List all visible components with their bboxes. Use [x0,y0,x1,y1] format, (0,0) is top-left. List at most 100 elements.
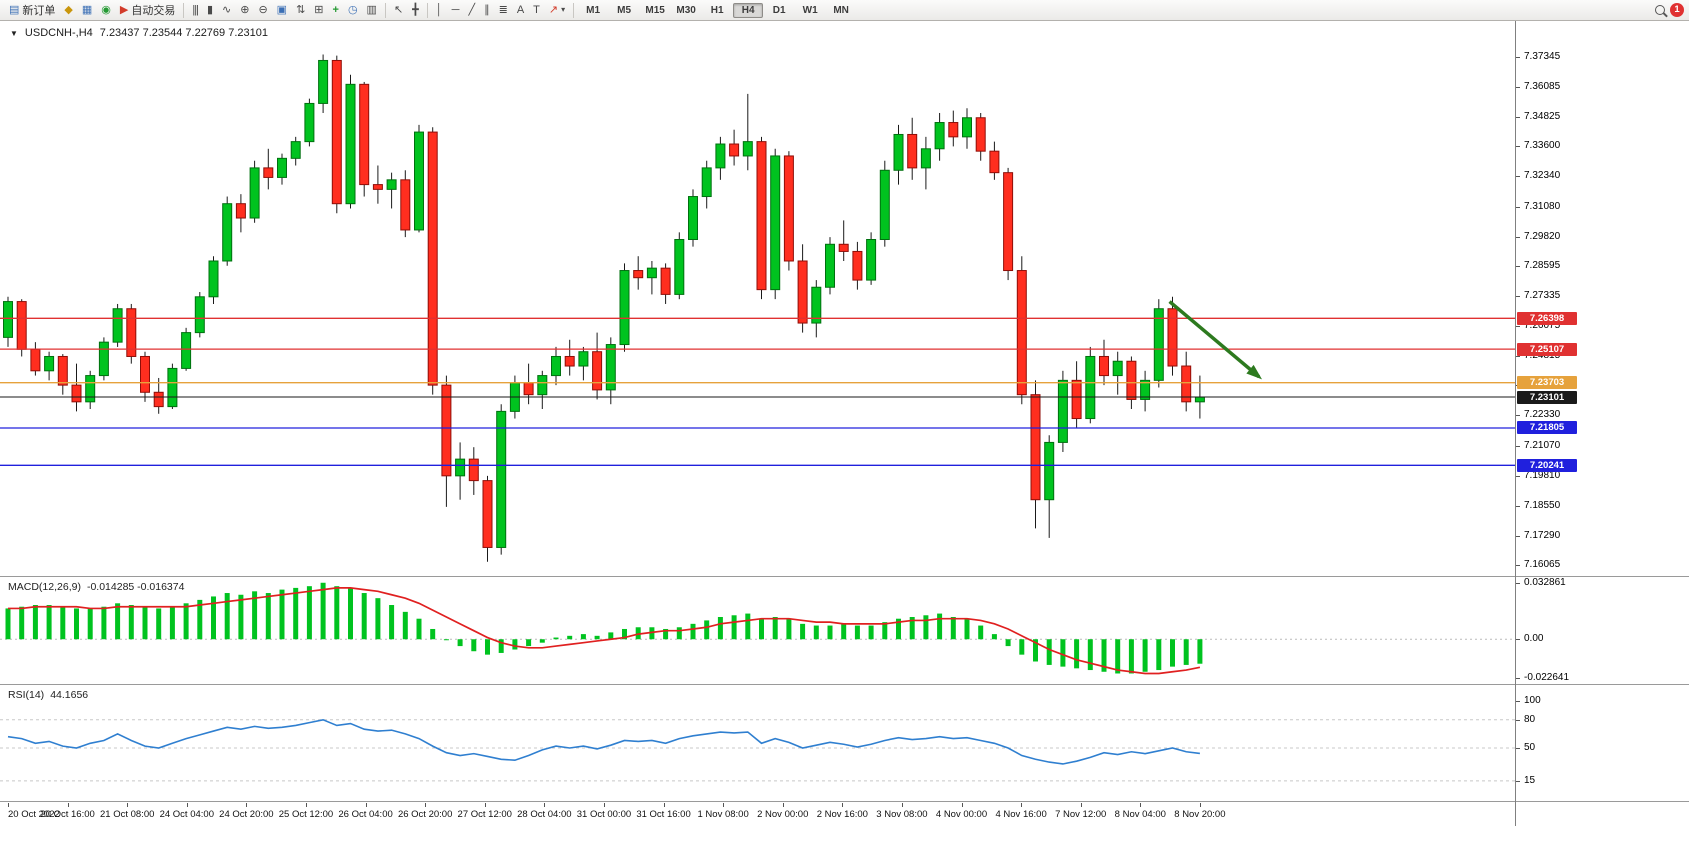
candle-up [1044,441,1055,501]
rsi-axis-label: 100 [1524,695,1541,706]
candle-up [112,308,123,343]
candle-down [975,117,986,152]
data-window-button[interactable]: ▥ [363,1,381,19]
macd-histogram-bar [745,613,751,640]
crosshair-button[interactable]: ╋ [408,1,423,19]
market-watch-button[interactable]: ◉ [97,1,115,19]
macd-histogram-bar [594,635,600,640]
toolbar-separator [426,2,428,18]
macd-name: MACD(12,26,9) [8,581,81,593]
fibonacci-button[interactable]: ≣ [495,1,512,19]
timeframe-m5[interactable]: M5 [617,4,632,16]
macd-histogram-bar [676,627,682,640]
price-axis-label: 7.33600 [1524,140,1561,152]
macd-histogram-bar [443,639,449,641]
macd-histogram-bar [1033,639,1038,662]
macd-histogram-bar [142,606,148,640]
time-axis-tick [544,803,546,807]
candle-down [263,167,274,178]
grid-button[interactable]: ⊞ [310,1,327,19]
text-icon: A [516,4,525,16]
candle-down [756,141,767,291]
rsi-canvas[interactable] [0,685,1515,801]
price-axis[interactable]: 7.37345 7.36085 7.34825 7.33600 7.32340 7.310… [1516,21,1688,576]
bar-chart-button[interactable]: ||| [188,1,202,19]
panel-separator[interactable] [0,576,1689,577]
period-clock-button[interactable]: ◷ [344,1,362,19]
macd-histogram-bar [1046,639,1052,665]
time-axis-tick [1140,803,1142,807]
candlestick-chart-button[interactable]: ▮ [203,1,217,19]
text-label-button[interactable]: T [529,1,544,19]
price-axis-label: 7.27335 [1524,289,1561,301]
arrows-tool-button[interactable]: ↗ ▾ [545,1,569,19]
price-level-badge: 7.26398 [1517,311,1577,325]
indicators-button[interactable]: + [329,1,343,19]
time-axis-label: 8 Nov 04:00 [1114,809,1166,820]
candlestick-canvas[interactable] [0,21,1515,576]
horizontal-line-button[interactable]: ─ [448,1,464,19]
price-axis-tick [1516,415,1520,417]
timeframe-h4[interactable]: H4 [733,2,764,18]
vertical-line-button[interactable]: │ [432,1,447,19]
macd-axis-label: -0.022641 [1524,672,1570,683]
macd-canvas[interactable] [0,577,1515,684]
candle-down [1181,365,1192,403]
zoom-in-button[interactable]: ⊕ [236,1,253,19]
time-axis-label: 2 Nov 16:00 [816,809,868,820]
clock-icon: ◷ [347,4,358,16]
auto-trading-button[interactable]: ▶ 自动交易 [116,1,179,19]
profiles-button[interactable]: ◆ [60,1,76,19]
macd-histogram-bar [60,606,66,640]
new-order-button[interactable]: ▤ 新订单 [5,1,59,19]
notification-badge[interactable]: 1 [1670,3,1684,17]
cursor-icon: ↖ [393,4,404,16]
arrange-charts-button[interactable]: ⇅ [292,1,309,19]
candle-down [989,150,1000,174]
timeframe-m15[interactable]: M15 [645,4,665,16]
candle-up [181,332,192,369]
macd-histogram-bar [978,625,984,640]
candle-down [564,355,575,367]
candle-up [701,167,712,198]
candle-down [592,351,603,391]
timeframe-h1[interactable]: H1 [710,4,724,16]
new-order-icon: ▤ [9,4,20,16]
price-axis-tick [1516,146,1520,148]
time-axis-label: 2 Nov 00:00 [757,809,809,820]
macd-histogram-bar [896,618,901,640]
timeframe-m1[interactable]: M1 [586,4,601,16]
search-button[interactable] [1651,1,1669,19]
timeframe-w1[interactable]: W1 [802,4,818,16]
collapse-triangle-icon[interactable]: ▼ [10,28,18,38]
cursor-button[interactable]: ↖ [390,1,407,19]
channel-button[interactable]: ∥ [480,1,494,19]
macd-histogram-bar [1183,639,1189,665]
macd-axis-label: 0.032861 [1524,577,1566,588]
time-axis-tick [901,803,903,807]
tile-windows-button[interactable]: ▣ [273,1,291,19]
tile-windows-icon: ▣ [276,4,288,16]
channel-icon: ∥ [484,4,490,16]
line-chart-button[interactable]: ∿ [218,1,235,19]
time-axis-tick [1199,803,1201,807]
macd-histogram-bar [567,635,573,640]
time-axis[interactable]: 20 Oct 2022 20 Oct 16:00 21 Oct 08:00 24 Oc… [0,802,1515,826]
timeframe-mn[interactable]: MN [833,4,849,16]
trendline-button[interactable]: ╱ [464,1,479,19]
price-axis-label: 7.26075 [1524,320,1561,332]
macd-histogram-bar [1170,639,1175,667]
macd-histogram-bar [512,639,518,650]
text-button[interactable]: A [513,1,528,19]
zoom-out-button[interactable]: ⊖ [254,1,271,19]
rsi-axis-tick [1516,780,1520,782]
panel-separator[interactable] [0,684,1689,685]
timeframe-d1[interactable]: D1 [772,4,786,16]
charts-button[interactable]: ▦ [78,1,96,19]
macd-histogram-bar [115,603,121,640]
price-axis-tick [1516,265,1520,267]
time-axis-tick [127,803,129,807]
price-axis-tick [1516,87,1520,89]
timeframe-m30[interactable]: M30 [676,4,696,16]
macd-histogram-bar [306,586,312,640]
